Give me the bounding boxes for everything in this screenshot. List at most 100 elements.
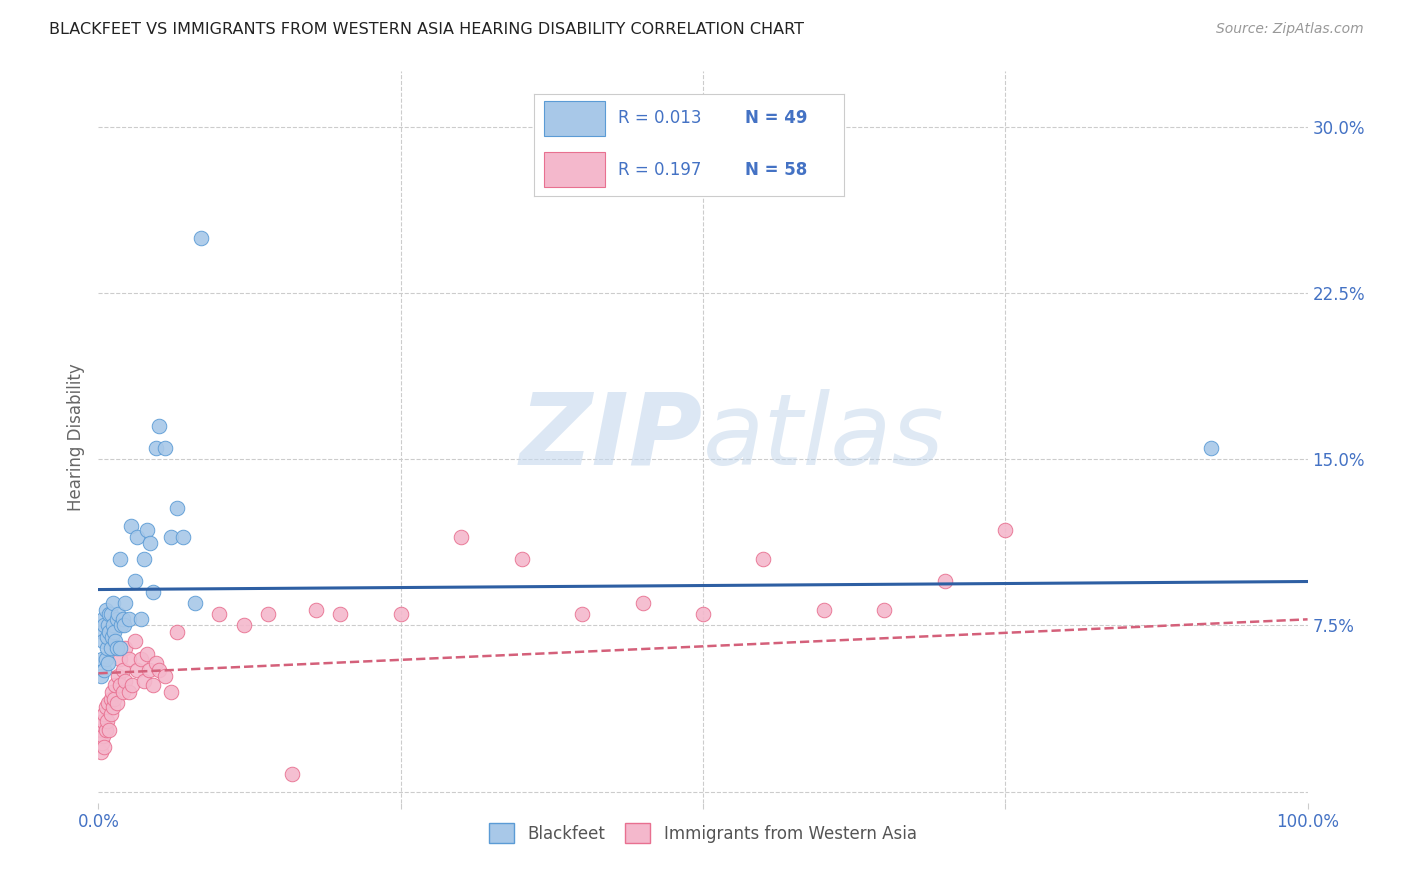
Point: [752, 552, 775, 566]
Point: [172, 530, 194, 544]
Text: Source: ZipAtlas.com: Source: ZipAtlas.com: [1216, 22, 1364, 37]
Point: [94, 651, 117, 665]
Point: [111, 685, 134, 699]
Point: [94, 700, 117, 714]
Text: BLACKFEET VS IMMIGRANTS FROM WESTERN ASIA HEARING DISABILITY CORRELATION CHART: BLACKFEET VS IMMIGRANTS FROM WESTERN ASI…: [49, 22, 804, 37]
Point: [96, 630, 118, 644]
Point: [190, 230, 212, 244]
Point: [100, 691, 122, 706]
Point: [97, 696, 120, 710]
Point: [135, 648, 157, 662]
Y-axis label: Hearing Disability: Hearing Disability: [66, 363, 84, 511]
Point: [1199, 441, 1222, 455]
Point: [153, 441, 176, 455]
Point: [91, 612, 114, 626]
Point: [692, 607, 714, 622]
FancyBboxPatch shape: [544, 153, 606, 187]
Point: [329, 607, 352, 622]
Point: [127, 530, 149, 544]
Point: [139, 536, 162, 550]
Point: [90, 669, 112, 683]
Point: [124, 634, 146, 648]
Point: [153, 669, 176, 683]
Point: [813, 603, 835, 617]
Point: [118, 685, 141, 699]
Point: [100, 685, 122, 699]
Point: [100, 707, 122, 722]
Point: [111, 612, 134, 626]
Point: [145, 656, 167, 670]
Point: [994, 523, 1017, 537]
Point: [107, 669, 129, 683]
Point: [98, 607, 121, 622]
Point: [98, 625, 121, 640]
Point: [118, 612, 141, 626]
Point: [91, 651, 114, 665]
Point: [148, 663, 170, 677]
Point: [105, 696, 128, 710]
Point: [108, 651, 131, 665]
Point: [108, 552, 131, 566]
Point: [281, 767, 304, 781]
Point: [510, 552, 533, 566]
Point: [148, 419, 170, 434]
Point: [91, 736, 114, 750]
Point: [232, 618, 254, 632]
Point: [93, 707, 115, 722]
Text: R = 0.013: R = 0.013: [617, 110, 702, 128]
Point: [114, 640, 136, 655]
Point: [94, 723, 117, 737]
Point: [105, 612, 128, 626]
Point: [184, 596, 207, 610]
Point: [142, 678, 165, 692]
Point: [96, 714, 118, 728]
Point: [127, 663, 149, 677]
Point: [934, 574, 956, 589]
Point: [571, 607, 593, 622]
Point: [256, 607, 278, 622]
Point: [91, 729, 114, 743]
Point: [108, 678, 131, 692]
Point: [93, 618, 115, 632]
Point: [103, 691, 125, 706]
FancyBboxPatch shape: [544, 101, 606, 136]
Text: atlas: atlas: [703, 389, 945, 485]
Point: [134, 552, 156, 566]
Point: [166, 501, 188, 516]
Point: [100, 640, 122, 655]
Point: [121, 678, 143, 692]
Point: [142, 585, 165, 599]
Point: [110, 618, 132, 632]
Point: [101, 700, 124, 714]
Point: [98, 723, 121, 737]
Point: [631, 596, 654, 610]
Point: [108, 640, 131, 655]
Point: [91, 723, 114, 737]
Point: [114, 673, 136, 688]
Point: [160, 530, 183, 544]
Point: [208, 607, 231, 622]
Point: [305, 603, 328, 617]
Point: [91, 634, 114, 648]
Point: [112, 618, 135, 632]
Point: [160, 685, 183, 699]
Point: [97, 618, 120, 632]
Point: [145, 441, 167, 455]
Text: ZIP: ZIP: [520, 389, 703, 485]
Point: [94, 603, 117, 617]
Point: [124, 574, 146, 589]
Text: N = 49: N = 49: [745, 110, 807, 128]
Point: [101, 596, 124, 610]
Point: [104, 634, 127, 648]
Point: [100, 607, 122, 622]
Point: [104, 678, 127, 692]
Point: [129, 651, 152, 665]
Point: [129, 612, 152, 626]
Point: [389, 607, 412, 622]
Point: [93, 663, 115, 677]
Point: [166, 625, 188, 640]
Point: [107, 607, 129, 622]
Point: [138, 663, 160, 677]
Point: [134, 673, 156, 688]
Point: [103, 625, 125, 640]
